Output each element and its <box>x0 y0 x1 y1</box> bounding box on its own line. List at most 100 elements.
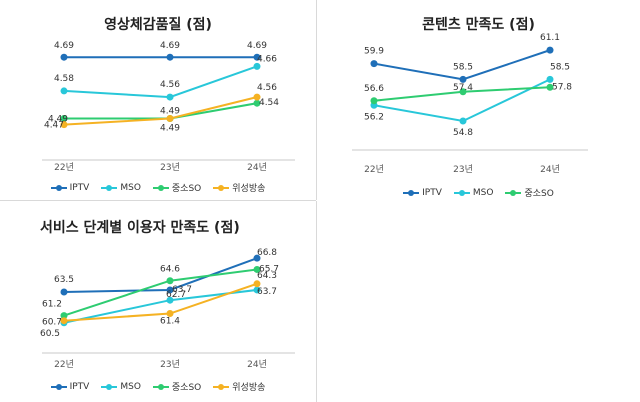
data-point <box>166 93 174 101</box>
data-point <box>60 312 68 320</box>
legend-swatch <box>152 184 169 191</box>
data-label: 4.69 <box>160 41 180 51</box>
legend-label: MSO <box>120 381 141 392</box>
chart-title: 콘텐츠 만족도 (점) <box>422 17 535 33</box>
x-tick-label: 24년 <box>247 162 267 173</box>
legend-item: IPTV <box>50 181 90 194</box>
data-point <box>166 296 174 304</box>
legend: IPTV MSO 중소SO 위성방송 <box>0 181 316 194</box>
data-label: 58.5 <box>550 62 570 72</box>
legend-label: IPTV <box>69 381 90 392</box>
data-label: 63.5 <box>54 275 74 285</box>
data-label: 4.49 <box>48 115 68 125</box>
data-point <box>166 277 174 285</box>
chart-panel-content: 콘텐츠 만족도 (점) 22년 23년 24년 59.9 58.5 61.1 56.2 54.… <box>317 0 640 200</box>
legend-item: IPTV <box>50 380 90 393</box>
data-point <box>253 280 261 288</box>
chart-content: 22년 23년 24년 59.9 58.5 61.1 56.2 54.8 58.5 56.6 57.… <box>352 33 588 175</box>
x-tick-label: 23년 <box>160 359 180 370</box>
legend-swatch <box>213 184 230 191</box>
x-tick-label: 24년 <box>540 164 560 175</box>
legend-label: 위성방송 <box>232 184 266 194</box>
data-label: 61.1 <box>540 33 560 43</box>
data-point <box>60 87 68 95</box>
data-label: 56.6 <box>364 84 384 94</box>
legend-item: 위성방송 <box>213 181 265 194</box>
legend-swatch <box>505 189 522 196</box>
legend-label: 중소SO <box>171 383 202 393</box>
data-point <box>253 99 261 107</box>
panel-divider <box>316 201 317 402</box>
data-label: 62.7 <box>166 290 186 300</box>
legend-item: 위성방송 <box>213 380 265 393</box>
data-point <box>546 75 554 83</box>
data-label: 4.56 <box>160 80 180 90</box>
legend-label: MSO <box>472 187 494 198</box>
data-label: 65.7 <box>259 264 279 274</box>
data-point <box>253 265 261 273</box>
data-point <box>166 310 174 318</box>
data-point <box>253 53 261 61</box>
legend-label: 중소SO <box>171 184 202 194</box>
data-point <box>60 317 68 325</box>
data-point <box>166 53 174 61</box>
data-label: 57.8 <box>552 82 572 92</box>
data-point <box>546 83 554 91</box>
data-point <box>166 115 174 123</box>
legend-item: MSO <box>101 380 141 393</box>
chart-panel-video: 영상체감품질 (점) 22년 23년 24년 4.69 4.69 4.69 4.58 4.56… <box>0 0 316 200</box>
legend-item: MSO <box>453 186 494 199</box>
panel-divider <box>0 200 316 201</box>
data-point <box>459 75 467 83</box>
data-label: 4.58 <box>54 74 74 84</box>
data-label: 58.5 <box>453 62 473 72</box>
data-label: 63.7 <box>172 285 192 295</box>
chart-title: 영상체감품질 (점) <box>104 17 212 33</box>
data-label: 56.2 <box>364 112 384 122</box>
data-label: 4.54 <box>259 98 279 108</box>
data-point <box>60 53 68 61</box>
legend-swatch <box>50 184 67 191</box>
legend-item: 중소SO <box>152 181 202 194</box>
data-point <box>253 93 261 101</box>
legend-swatch <box>101 184 118 191</box>
data-point <box>253 62 261 70</box>
panel-divider <box>316 0 317 200</box>
x-tick-label: 22년 <box>364 164 384 175</box>
series-line-IPTV <box>63 257 258 293</box>
chart-panel-service: 서비스 단계별 이용자 만족도 (점) 22년 23년 24년 63.5 63.7 66.… <box>0 201 316 402</box>
data-point <box>370 97 378 105</box>
legend-label: IPTV <box>69 182 90 193</box>
data-label: 64.6 <box>160 265 180 275</box>
data-label: 4.69 <box>247 41 267 51</box>
legend: IPTV MSO 중소SO <box>317 186 640 199</box>
x-tick-label: 22년 <box>54 162 74 173</box>
legend-swatch <box>50 383 67 390</box>
legend-label: MSO <box>120 182 141 193</box>
legend-swatch <box>101 383 118 390</box>
data-point <box>253 286 261 294</box>
legend-swatch <box>403 189 420 196</box>
data-point <box>459 88 467 96</box>
legend-item: 중소SO <box>505 186 554 199</box>
data-label: 66.8 <box>257 248 277 258</box>
legend-item: IPTV <box>403 186 442 199</box>
legend: IPTV MSO 중소SO 위성방송 <box>0 380 316 393</box>
x-tick-label: 23년 <box>160 162 180 173</box>
legend-label: 위성방송 <box>232 383 266 393</box>
data-label: 4.69 <box>54 41 74 51</box>
data-point <box>370 60 378 68</box>
x-tick-label: 24년 <box>247 359 267 370</box>
legend-swatch <box>453 189 470 196</box>
data-point <box>546 46 554 54</box>
x-tick-label: 22년 <box>54 359 74 370</box>
data-label: 61.4 <box>160 317 180 327</box>
data-label: 4.47 <box>44 121 64 131</box>
legend-item: 중소SO <box>152 380 202 393</box>
data-label: 60.7 <box>42 318 62 328</box>
data-label: 4.56 <box>257 83 277 93</box>
data-point <box>60 121 68 129</box>
legend-swatch <box>213 383 230 390</box>
data-label: 63.7 <box>257 287 277 297</box>
